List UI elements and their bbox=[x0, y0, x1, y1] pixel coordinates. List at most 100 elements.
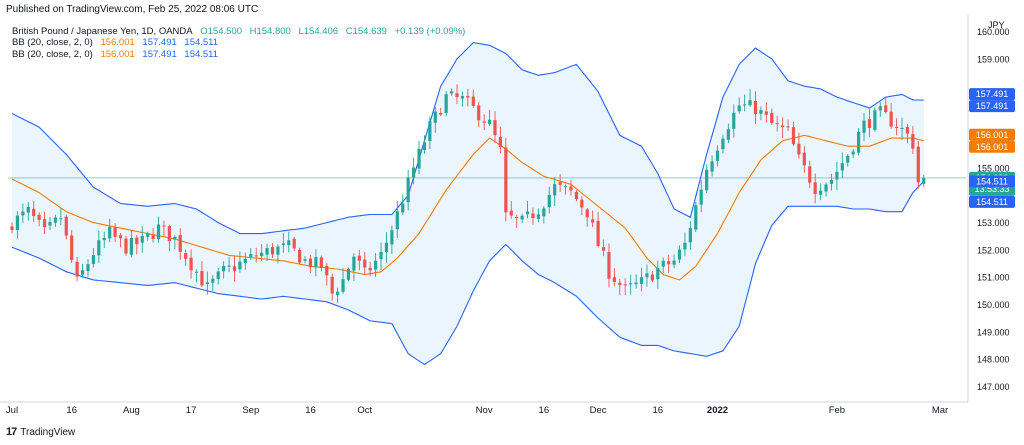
candle-body bbox=[298, 249, 302, 263]
candle-body bbox=[645, 273, 649, 278]
candle-body bbox=[851, 151, 855, 155]
candle-body bbox=[151, 235, 155, 240]
candle-body bbox=[238, 261, 242, 270]
candle-body bbox=[791, 127, 796, 145]
candle bbox=[748, 89, 752, 107]
x-tick-label: 16 bbox=[539, 405, 550, 416]
candle-body bbox=[737, 105, 741, 112]
candle-body bbox=[661, 260, 665, 267]
candle bbox=[363, 251, 367, 275]
candle-body bbox=[156, 224, 161, 240]
candle-body bbox=[504, 147, 508, 213]
legend-bb-row-1[interactable]: BB (20, close, 2, 0) 156.001 157.491 154… bbox=[12, 37, 223, 48]
candle bbox=[292, 236, 296, 252]
candle bbox=[531, 207, 535, 225]
axis-label-basis: 156.001 bbox=[969, 128, 1015, 141]
candle bbox=[710, 155, 714, 177]
candle bbox=[26, 202, 30, 221]
candle bbox=[91, 247, 96, 268]
axis-label-text: 157.491 bbox=[976, 89, 1009, 99]
candle-body bbox=[80, 270, 85, 275]
candle bbox=[200, 261, 204, 288]
candle-body bbox=[178, 235, 182, 252]
candle bbox=[53, 214, 58, 227]
candle bbox=[319, 255, 323, 272]
candle-body bbox=[922, 177, 926, 184]
candle bbox=[146, 231, 150, 241]
candle-body bbox=[15, 215, 20, 231]
candle bbox=[189, 249, 193, 279]
candle bbox=[194, 269, 199, 283]
candle-body bbox=[699, 189, 703, 205]
candle bbox=[395, 200, 399, 239]
candle-body bbox=[911, 134, 915, 149]
legend-symbol[interactable]: British Pound / Japanese Yen, 1D, OANDA bbox=[12, 26, 193, 37]
tradingview-footer[interactable]: 17 TradingView bbox=[6, 426, 75, 438]
axis-label-bg bbox=[969, 171, 1015, 196]
candle bbox=[764, 102, 768, 123]
candle bbox=[417, 140, 421, 174]
candle bbox=[683, 232, 687, 257]
candle-body bbox=[194, 271, 199, 273]
candle bbox=[357, 250, 361, 271]
candle-body bbox=[260, 252, 264, 257]
candle bbox=[536, 208, 541, 223]
x-tick-label: Jul bbox=[6, 405, 18, 416]
candle bbox=[585, 208, 589, 227]
candle-body bbox=[781, 125, 785, 128]
candle bbox=[721, 134, 725, 154]
candle-body bbox=[607, 252, 611, 279]
candle-body bbox=[873, 110, 877, 130]
candle bbox=[75, 256, 79, 282]
candle bbox=[64, 214, 68, 240]
candle-body bbox=[688, 228, 692, 243]
candle-body bbox=[428, 121, 432, 142]
candle bbox=[444, 91, 448, 117]
candle bbox=[878, 102, 882, 117]
candle-body bbox=[118, 235, 123, 239]
candle-body bbox=[694, 205, 698, 230]
candle-body bbox=[330, 276, 334, 294]
candle bbox=[813, 173, 817, 204]
bollinger-band-fill bbox=[12, 42, 924, 365]
candle bbox=[542, 206, 546, 224]
candle-body bbox=[265, 247, 269, 255]
candle bbox=[580, 196, 584, 216]
candle bbox=[308, 254, 313, 273]
candle-body bbox=[743, 104, 747, 106]
legend-low: L154.406 bbox=[298, 26, 339, 37]
candle bbox=[232, 255, 237, 282]
candle-body bbox=[401, 203, 405, 213]
candle-body bbox=[97, 240, 101, 256]
axis-label-text: 156.001 bbox=[976, 142, 1009, 152]
candle-body bbox=[536, 214, 541, 219]
candle bbox=[276, 244, 280, 264]
legend-bb-row-2[interactable]: BB (20, close, 2, 0) 156.001 157.491 154… bbox=[12, 49, 223, 60]
x-tick-label: 2022 bbox=[707, 405, 728, 416]
axis-label-text: 154.511 bbox=[976, 176, 1008, 186]
candle bbox=[70, 230, 74, 264]
candle bbox=[42, 211, 47, 235]
candle-body bbox=[21, 211, 25, 216]
candle-body bbox=[53, 217, 58, 223]
candle-body bbox=[417, 148, 421, 169]
candle-body bbox=[281, 243, 285, 245]
candle-body bbox=[32, 208, 36, 217]
candle-body bbox=[721, 138, 725, 150]
candle bbox=[368, 261, 372, 277]
legend-open: O154.500 bbox=[200, 26, 242, 37]
axis-label-lower: 154.511 bbox=[969, 195, 1015, 208]
candle-body bbox=[591, 219, 595, 223]
candle-body bbox=[683, 242, 687, 250]
candle bbox=[905, 124, 910, 144]
candle-body bbox=[623, 284, 627, 286]
legend-bb-label: BB (20, close, 2, 0) bbox=[12, 49, 93, 60]
candle-body bbox=[618, 282, 622, 286]
candle bbox=[504, 137, 508, 222]
candle-body bbox=[140, 235, 144, 243]
candle-body bbox=[411, 167, 416, 178]
candle-body bbox=[596, 220, 600, 246]
candle bbox=[184, 249, 188, 266]
candle bbox=[840, 152, 844, 179]
